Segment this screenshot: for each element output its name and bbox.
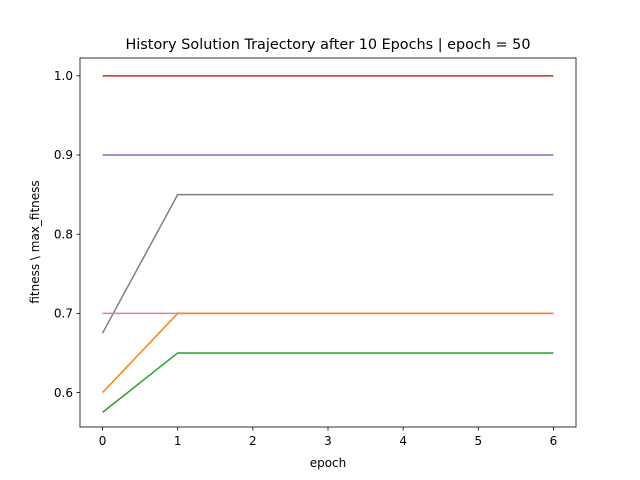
x-tick-label: 6 <box>550 434 558 448</box>
x-tick-label: 1 <box>174 434 182 448</box>
y-tick-label: 0.6 <box>54 386 73 400</box>
ticks-layer: 0 1 2 3 4 5 6 0.6 0.7 0.8 0.9 1.0 <box>54 69 557 448</box>
series-line-6 <box>102 352 554 413</box>
x-tick-label: 2 <box>249 434 257 448</box>
series-line-3 <box>101 193 554 334</box>
y-tick-label: 0.7 <box>54 307 73 321</box>
x-tick-label: 0 <box>99 434 107 448</box>
series-line-5 <box>102 312 554 394</box>
plot-frame <box>79 57 577 428</box>
x-tick-label: 3 <box>324 434 332 448</box>
series-layer <box>101 75 554 413</box>
y-axis-label: fitness \ max_fitness <box>28 180 42 303</box>
y-tick-label: 0.9 <box>54 148 73 162</box>
y-tick-label: 1.0 <box>54 69 73 83</box>
x-axis-label: epoch <box>310 456 347 470</box>
x-tick-label: 4 <box>399 434 407 448</box>
x-tick-label: 5 <box>474 434 482 448</box>
chart-title: History Solution Trajectory after 10 Epo… <box>125 37 530 53</box>
y-tick-label: 0.8 <box>54 227 73 241</box>
